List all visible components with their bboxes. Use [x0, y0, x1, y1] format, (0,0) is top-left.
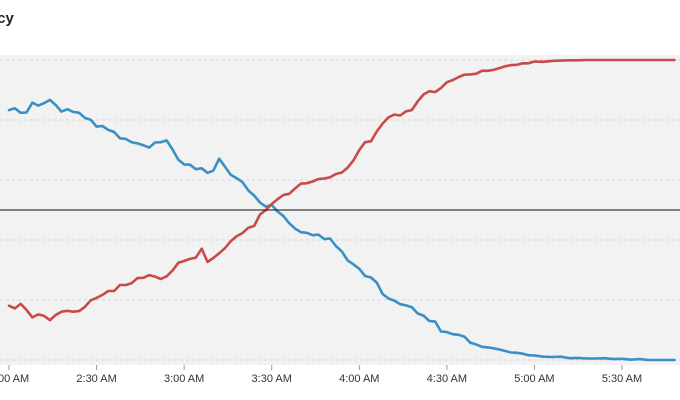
series-line-1: [7, 58, 676, 322]
x-tick-label-7: 5:30 AM: [602, 373, 642, 385]
x-tick-label-6: 5:00 AM: [514, 373, 554, 385]
x-tick-label-0: 2:00 AM: [0, 373, 29, 385]
x-tick-label-1: 2:30 AM: [76, 373, 116, 385]
x-tick-label-5: 4:30 AM: [427, 373, 467, 385]
x-tick-label-2: 3:00 AM: [164, 373, 204, 385]
x-tick-label-4: 4:00 AM: [339, 373, 379, 385]
chart-title: ncy: [0, 10, 14, 27]
x-tick-label-3: 3:30 AM: [252, 373, 292, 385]
series-line-0: [7, 98, 676, 362]
